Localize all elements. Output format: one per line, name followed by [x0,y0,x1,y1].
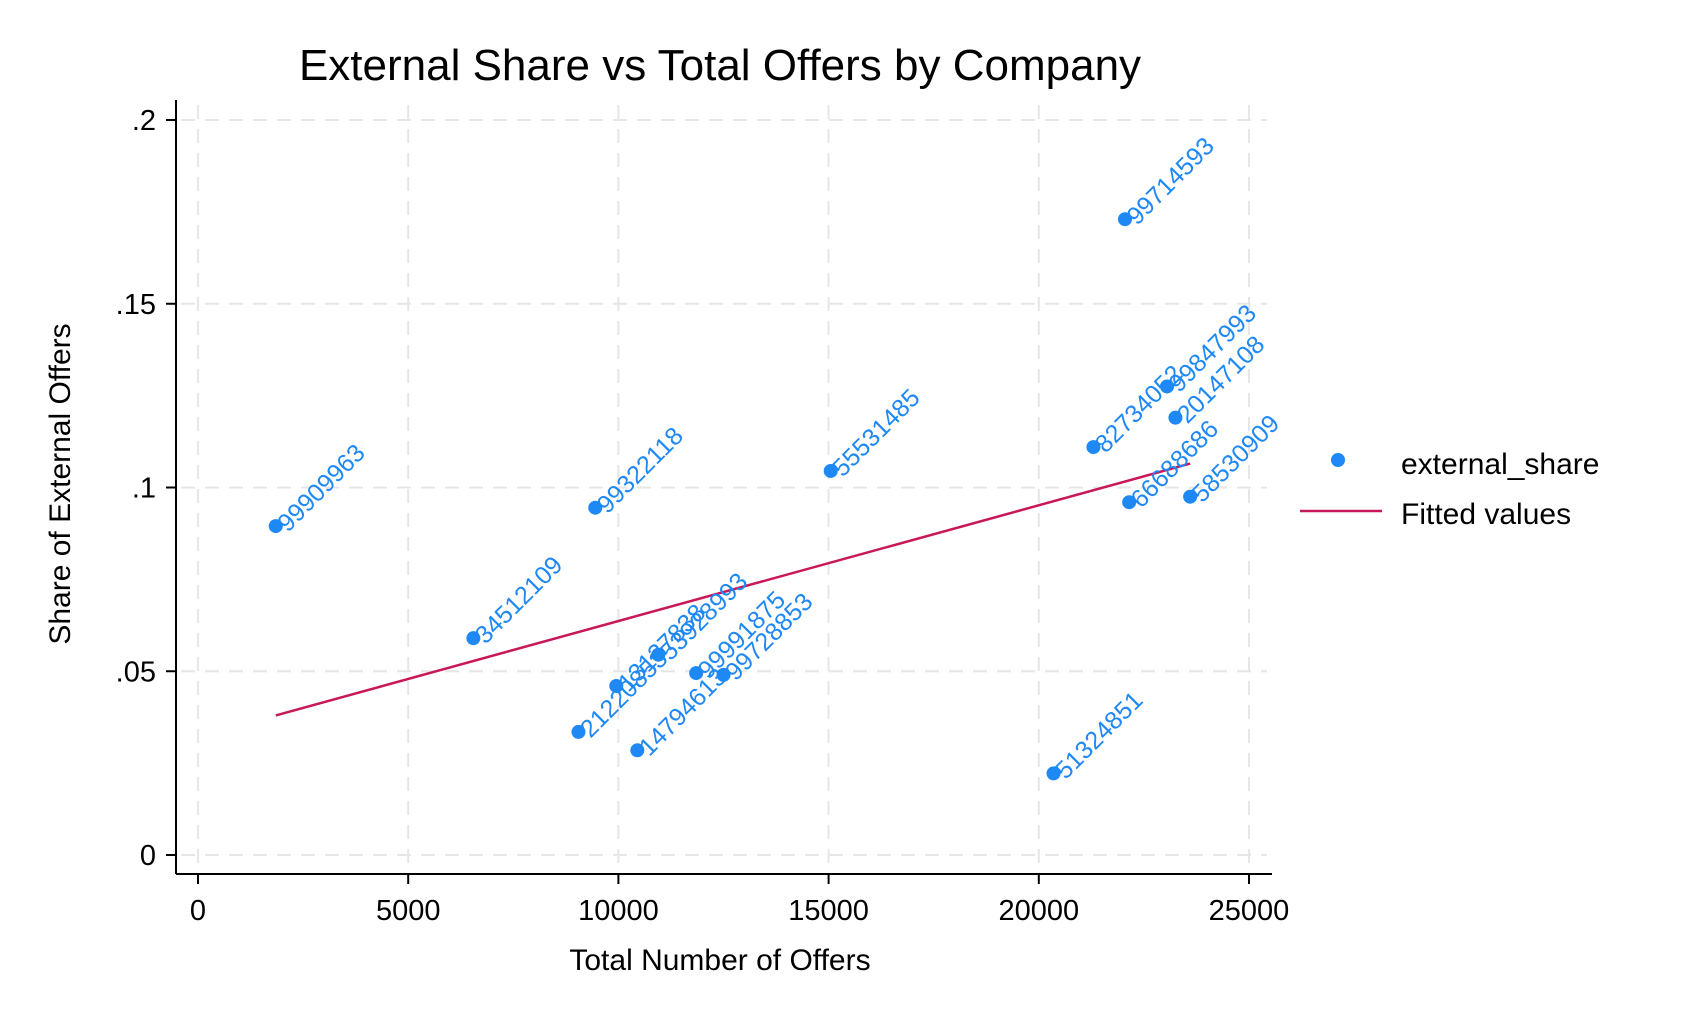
data-point [1183,489,1198,504]
data-point [609,678,624,693]
y-tick-label: .1 [132,473,156,505]
data-point [1160,379,1175,394]
x-tick-label: 5000 [376,895,441,927]
legend-label-external-share: external_share [1401,448,1599,481]
data-point [466,631,481,646]
point-label: 99322118 [592,422,689,519]
point-label: 99714593 [1121,132,1219,230]
fitted-values-line [275,462,1191,717]
fitted-line-layer [275,462,1191,717]
data-points-layer [268,212,1198,781]
data-point [1046,766,1061,781]
y-tick-label: .05 [116,656,156,688]
x-tick-label: 20000 [998,895,1079,927]
data-point [1086,440,1101,455]
data-point [689,666,704,681]
data-point [571,724,586,739]
data-point [1117,212,1132,227]
y-axis-ticks: 0 .05 .1 .15 .2 [116,105,176,872]
legend-label-fitted-values: Fitted values [1401,498,1571,531]
data-point [1168,410,1183,425]
y-tick-label: .15 [116,289,156,321]
x-tick-label: 15000 [788,895,869,927]
data-point [823,463,838,478]
x-tick-label: 25000 [1209,895,1290,927]
point-label: 51324851 [1050,686,1148,784]
data-point [268,519,283,534]
data-point [588,500,603,515]
x-axis-title: Total Number of Offers [569,944,870,977]
y-tick-label: .2 [132,105,156,137]
grid-lines [181,105,1267,869]
legend-marker-external-share [1331,453,1345,467]
chart-title: External Share vs Total Offers by Compan… [299,41,1141,90]
data-point [651,647,666,662]
data-point [630,743,645,758]
point-labels-layer: 9990996334512109212208539932211813137838… [272,132,1285,785]
data-point [716,667,731,682]
x-tick-label: 10000 [578,895,659,927]
x-axis-ticks: 0 5000 10000 15000 20000 25000 [190,874,1289,927]
legend: external_share Fitted values [1300,448,1599,531]
y-axis-title: Share of External Offers [44,323,77,644]
x-tick-label: 0 [190,895,206,927]
point-label: 55531485 [827,384,925,482]
data-point [1122,495,1137,510]
point-label: 34512109 [470,551,568,649]
y-tick-label: 0 [140,840,156,872]
